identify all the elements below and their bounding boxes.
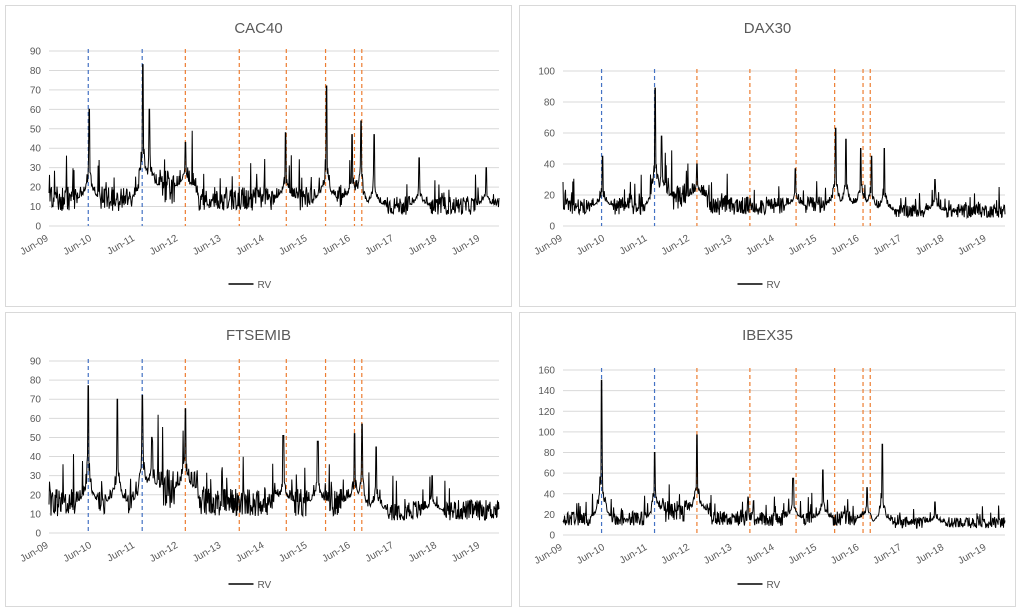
y-tick-label: 140 xyxy=(538,386,555,397)
x-tick-label: Jun-13 xyxy=(702,542,734,567)
y-tick-label: 0 xyxy=(549,222,555,233)
legend-label: RV xyxy=(258,280,272,291)
chart-panel-ftsemib: FTSEMIB 0 10 20 30 40 50 60 70 80 90 Jun-09 Jun-10 Ju… xyxy=(5,312,512,607)
x-tick-label: Jun-14 xyxy=(744,542,776,567)
series-line-rv xyxy=(48,64,500,216)
x-tick-label: Jun-10 xyxy=(62,540,94,565)
x-tick-label: Jun-17 xyxy=(364,540,396,565)
y-tick-label: 60 xyxy=(30,105,42,116)
x-tick-label: Jun-11 xyxy=(105,540,137,565)
chart-svg-ibex35: IBEX35 0 20 40 60 80 100 120 140 160 Jun-09 Jun-10 J… xyxy=(533,327,1006,591)
legend-label: RV xyxy=(767,580,781,591)
x-tick-label: Jun-13 xyxy=(191,233,223,258)
y-tick-label: 120 xyxy=(538,407,555,418)
x-tick-label: Jun-16 xyxy=(321,540,353,565)
y-tick-label: 40 xyxy=(30,452,42,463)
y-tick-label: 100 xyxy=(538,427,555,438)
y-tick-label: 60 xyxy=(544,469,556,480)
x-tick-label: Jun-17 xyxy=(364,233,396,258)
x-tick-label: Jun-19 xyxy=(450,233,482,258)
y-tick-label: 20 xyxy=(544,510,556,521)
y-tick-label: 20 xyxy=(30,183,42,194)
x-tick-label: Jun-18 xyxy=(407,540,439,565)
x-tick-label: Jun-16 xyxy=(321,233,353,258)
x-tick-label: Jun-15 xyxy=(277,233,309,258)
y-tick-label: 160 xyxy=(538,366,555,377)
x-tick-label: Jun-11 xyxy=(105,233,137,258)
chart-title: CAC40 xyxy=(234,20,282,37)
chart-title: IBEX35 xyxy=(742,327,793,344)
y-tick-label: 100 xyxy=(538,67,555,78)
y-tick-label: 0 xyxy=(549,531,555,542)
x-tick-label: Jun-16 xyxy=(829,542,861,567)
x-tick-label: Jun-16 xyxy=(829,233,861,258)
x-tick-label: Jun-15 xyxy=(277,540,309,565)
x-tick-label: Jun-12 xyxy=(148,540,180,565)
y-tick-label: 90 xyxy=(30,357,42,368)
y-tick-label: 70 xyxy=(30,395,42,406)
chart-svg-dax30: DAX30 0 20 40 60 80 100 Jun-09 Jun-10 Jun-11 Jun-1… xyxy=(533,20,1006,291)
x-tick-label: Jun-09 xyxy=(19,540,51,565)
x-tick-label: Jun-09 xyxy=(533,233,565,258)
chart-svg-ftsemib: FTSEMIB 0 10 20 30 40 50 60 70 80 90 Jun-09 Jun-10 Ju… xyxy=(19,327,500,591)
x-tick-label: Jun-11 xyxy=(618,233,650,258)
y-tick-label: 80 xyxy=(544,98,556,109)
chart-svg-cac40: CAC40 0 10 20 30 40 50 60 70 80 90 Jun-09 Jun-10 Jun-… xyxy=(19,20,500,291)
legend-label: RV xyxy=(258,580,272,591)
series-line-rv xyxy=(48,385,500,521)
y-tick-label: 10 xyxy=(30,202,42,213)
x-tick-label: Jun-13 xyxy=(702,233,734,258)
y-tick-label: 70 xyxy=(30,85,42,96)
x-tick-label: Jun-11 xyxy=(618,542,650,567)
y-tick-label: 50 xyxy=(30,124,42,135)
x-tick-label: Jun-10 xyxy=(575,233,607,258)
x-tick-label: Jun-19 xyxy=(450,540,482,565)
chart-title: DAX30 xyxy=(744,20,792,37)
y-tick-label: 30 xyxy=(30,163,42,174)
series-line-rv xyxy=(562,87,1006,220)
chart-title: FTSEMIB xyxy=(226,327,291,344)
chart-panel-cac40: CAC40 0 10 20 30 40 50 60 70 80 90 Jun-09 Jun-10 Jun-… xyxy=(5,5,512,307)
y-tick-label: 30 xyxy=(30,471,42,482)
y-tick-label: 40 xyxy=(544,160,556,171)
y-tick-label: 0 xyxy=(35,222,41,233)
y-tick-label: 10 xyxy=(30,509,42,520)
x-tick-label: Jun-18 xyxy=(407,233,439,258)
y-tick-label: 20 xyxy=(544,191,556,202)
y-tick-label: 80 xyxy=(30,66,42,77)
x-tick-label: Jun-15 xyxy=(787,542,819,567)
x-tick-label: Jun-17 xyxy=(872,233,904,258)
x-tick-label: Jun-14 xyxy=(234,540,266,565)
x-tick-label: Jun-12 xyxy=(660,233,692,258)
y-tick-label: 50 xyxy=(30,433,42,444)
x-tick-label: Jun-14 xyxy=(234,233,266,258)
series-line-rv xyxy=(562,379,1006,529)
x-tick-label: Jun-18 xyxy=(914,542,946,567)
chart-panel-dax30: DAX30 0 20 40 60 80 100 Jun-09 Jun-10 Jun-11 Jun-1… xyxy=(519,5,1016,307)
x-tick-label: Jun-19 xyxy=(956,542,988,567)
y-tick-label: 20 xyxy=(30,490,42,501)
x-tick-label: Jun-09 xyxy=(19,233,51,258)
x-tick-label: Jun-14 xyxy=(744,233,776,258)
y-tick-label: 80 xyxy=(544,448,556,459)
y-tick-label: 0 xyxy=(35,529,41,540)
x-tick-label: Jun-18 xyxy=(914,233,946,258)
y-tick-label: 90 xyxy=(30,47,42,58)
x-tick-label: Jun-15 xyxy=(787,233,819,258)
x-tick-label: Jun-12 xyxy=(660,542,692,567)
x-tick-label: Jun-13 xyxy=(191,540,223,565)
x-tick-label: Jun-10 xyxy=(575,542,607,567)
x-tick-label: Jun-09 xyxy=(533,542,565,567)
y-tick-label: 60 xyxy=(30,414,42,425)
legend-label: RV xyxy=(767,280,781,291)
x-tick-label: Jun-10 xyxy=(62,233,94,258)
chart-panel-ibex35: IBEX35 0 20 40 60 80 100 120 140 160 Jun-09 Jun-10 J… xyxy=(519,312,1016,607)
x-tick-label: Jun-12 xyxy=(148,233,180,258)
y-tick-label: 80 xyxy=(30,376,42,387)
y-tick-label: 40 xyxy=(30,144,42,155)
x-tick-label: Jun-19 xyxy=(956,233,988,258)
y-tick-label: 60 xyxy=(544,129,556,140)
y-tick-label: 40 xyxy=(544,489,556,500)
x-tick-label: Jun-17 xyxy=(872,542,904,567)
